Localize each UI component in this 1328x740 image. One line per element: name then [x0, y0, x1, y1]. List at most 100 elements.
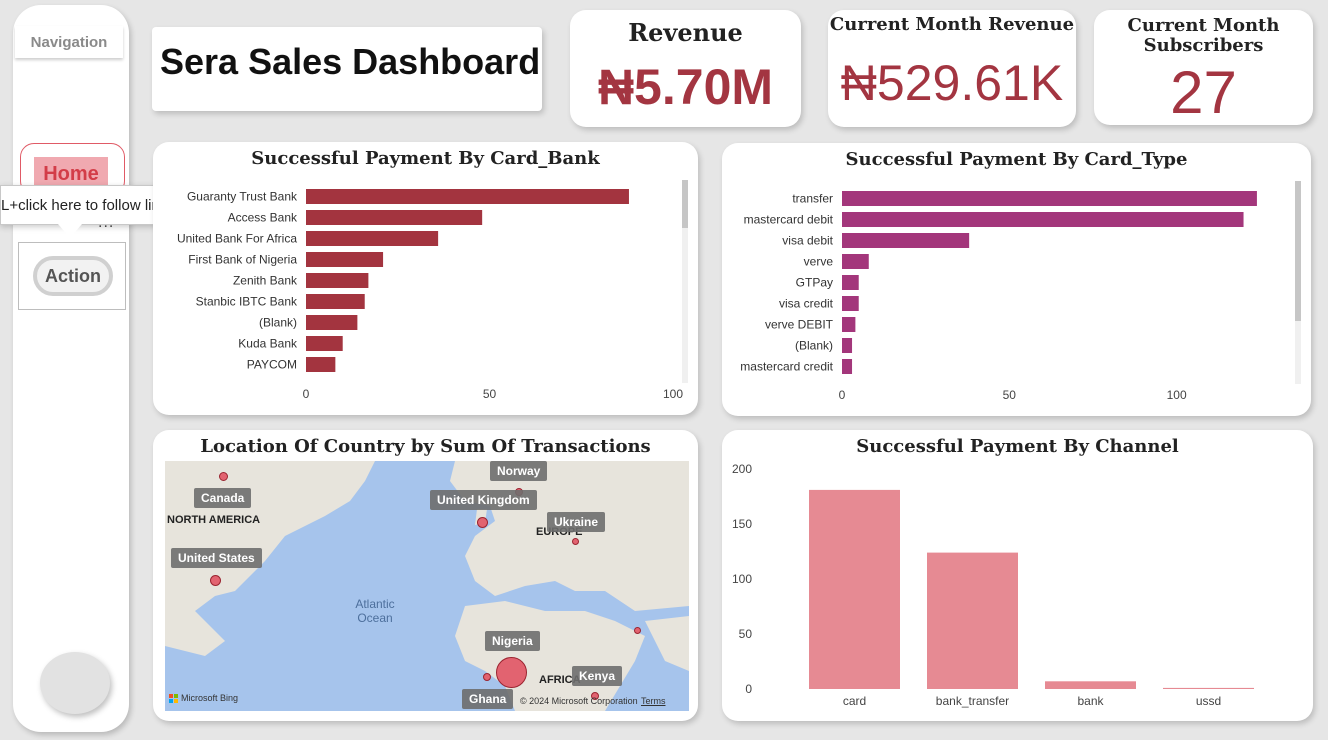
card-bank-bar [306, 294, 365, 309]
map-ocean-line2: Ocean [357, 611, 393, 625]
card-type-bar [842, 296, 859, 311]
map-marker-ukraine[interactable] [572, 538, 579, 545]
card-bank-category-label: Kuda Bank [238, 337, 298, 351]
channel-y-tick: 0 [745, 682, 752, 696]
card-bank-category-label: Stanbic IBTC Bank [196, 295, 298, 309]
page-title: Sera Sales Dashboard [160, 41, 541, 82]
map-label-nigeria: Nigeria [485, 631, 540, 651]
channel-chart: 0 50 100 150 200 card bank_transfer bank ussd [732, 462, 1254, 708]
kpi-month-revenue-value: ₦529.61K [840, 55, 1064, 111]
card-bank-x-tick: 50 [483, 387, 497, 401]
map-label-norway: Norway [490, 461, 548, 481]
card-type-category-label: visa debit [782, 234, 833, 248]
card-bank-bar [306, 210, 483, 225]
map-bing-attribution: Microsoft Bing [169, 693, 238, 703]
map-label-us: United States [171, 548, 262, 568]
card-bank-bar [306, 315, 358, 330]
card-type-bar [842, 254, 869, 269]
kpi-month-revenue-card: Current Month Revenue ₦529.61K [828, 10, 1076, 127]
card-type-bar [842, 233, 970, 248]
map-ocean-line1: Atlantic [355, 597, 395, 611]
card-bank-category-label: (Blank) [259, 316, 297, 330]
channel-bar [809, 489, 900, 689]
map-region-north-america: NORTH AMERICA [167, 514, 261, 526]
card-type-chart: transfer mastercard debit visa debit verve G… [740, 191, 1257, 402]
card-type-panel: Successful Payment By Card_Type transfer… [722, 143, 1311, 416]
location-panel: Location Of Country by Sum Of Transactio… [153, 430, 698, 721]
map-landmass [165, 461, 689, 711]
world-map[interactable]: NORTH AMERICA EUROPE AFRICA Atlantic Oce… [165, 461, 689, 711]
card-type-scroll-thumb[interactable] [1295, 181, 1301, 321]
card-type-x-tick: 100 [1167, 388, 1187, 402]
map-marker-uk[interactable] [477, 517, 488, 528]
map-marker-ghana[interactable] [483, 673, 491, 681]
map-marker-nigeria[interactable] [496, 657, 527, 688]
card-bank-bar [306, 231, 439, 246]
map-marker-ethiopia[interactable] [634, 627, 641, 634]
channel-category-label: card [843, 694, 866, 708]
channel-y-tick: 50 [739, 627, 753, 641]
card-type-category-label: mastercard debit [744, 213, 834, 227]
card-type-bar [842, 317, 856, 332]
card-bank-scroll-thumb[interactable] [682, 180, 688, 228]
channel-category-label: bank_transfer [936, 694, 1009, 708]
kpi-subscribers-card: Current Month Subscribers 27 [1094, 10, 1313, 126]
card-bank-scrollbar[interactable] [682, 180, 688, 383]
card-bank-title: Successful Payment By Card_Bank [251, 148, 600, 169]
card-type-category-label: visa credit [779, 297, 834, 311]
card-bank-category-label: PAYCOM [247, 358, 297, 372]
navigation-title: Navigation [15, 26, 123, 58]
card-type-category-label: verve [804, 255, 834, 269]
card-type-x-tick: 0 [839, 388, 846, 402]
card-type-bar [842, 359, 853, 374]
tooltip-arrow [58, 224, 82, 238]
nav-circle-button[interactable] [40, 652, 110, 714]
map-terms-link[interactable]: Terms [641, 696, 666, 706]
channel-title: Successful Payment By Channel [856, 436, 1179, 457]
map-region-africa: AFRICA [539, 674, 581, 686]
card-bank-category-label: First Bank of Nigeria [188, 253, 297, 267]
tooltip-text: L+click here to follow link [1, 196, 168, 214]
action-button[interactable]: Action [33, 256, 113, 296]
card-type-category-label: mastercard credit [740, 360, 833, 374]
navigation-panel [13, 5, 129, 732]
channel-y-tick: 100 [732, 572, 752, 586]
action-button-frame [18, 242, 126, 310]
map-marker-us[interactable] [210, 575, 221, 586]
card-bank-bar [306, 336, 343, 351]
card-bank-bar [306, 357, 336, 372]
card-bank-x-tick: 0 [303, 387, 310, 401]
channel-category-label: bank [1077, 694, 1104, 708]
card-bank-x-tick: 100 [663, 387, 683, 401]
channel-category-label: ussd [1196, 694, 1221, 708]
more-options-icon[interactable]: ... [98, 214, 115, 231]
card-type-category-label: transfer [792, 192, 833, 206]
card-type-bar [842, 338, 853, 353]
bing-label: Microsoft Bing [181, 693, 239, 703]
channel-bar [927, 552, 1018, 689]
card-bank-panel: Successful Payment By Card_Bank Guaranty… [153, 142, 698, 415]
kpi-subscribers-value: 27 [1170, 59, 1237, 126]
map-label-canada: Canada [194, 488, 252, 508]
card-bank-bar [306, 273, 369, 288]
card-type-bar [842, 275, 859, 290]
map-marker-canada[interactable] [219, 472, 228, 481]
kpi-revenue-label: Revenue [628, 18, 743, 47]
map-label-ghana: Ghana [462, 689, 514, 709]
channel-y-tick: 150 [732, 517, 752, 531]
map-label-uk: United Kingdom [430, 490, 537, 510]
kpi-revenue-value: ₦5.70M [597, 59, 774, 115]
card-type-x-tick: 50 [1003, 388, 1017, 402]
card-type-bar [842, 212, 1244, 227]
card-type-scrollbar[interactable] [1295, 181, 1301, 384]
map-marker-kenya[interactable] [591, 692, 599, 700]
map-ocean-label: Atlantic Ocean [345, 597, 405, 625]
location-title: Location Of Country by Sum Of Transactio… [200, 436, 651, 457]
map-copyright: © 2024 Microsoft Corporation [520, 696, 638, 706]
card-type-bar [842, 191, 1257, 206]
dashboard-title-card: Sera Sales Dashboard [152, 27, 542, 111]
channel-bar [1163, 687, 1254, 689]
card-bank-category-label: Zenith Bank [233, 274, 298, 288]
card-bank-category-label: Guaranty Trust Bank [187, 190, 298, 204]
kpi-month-revenue-label: Current Month Revenue [829, 14, 1075, 35]
